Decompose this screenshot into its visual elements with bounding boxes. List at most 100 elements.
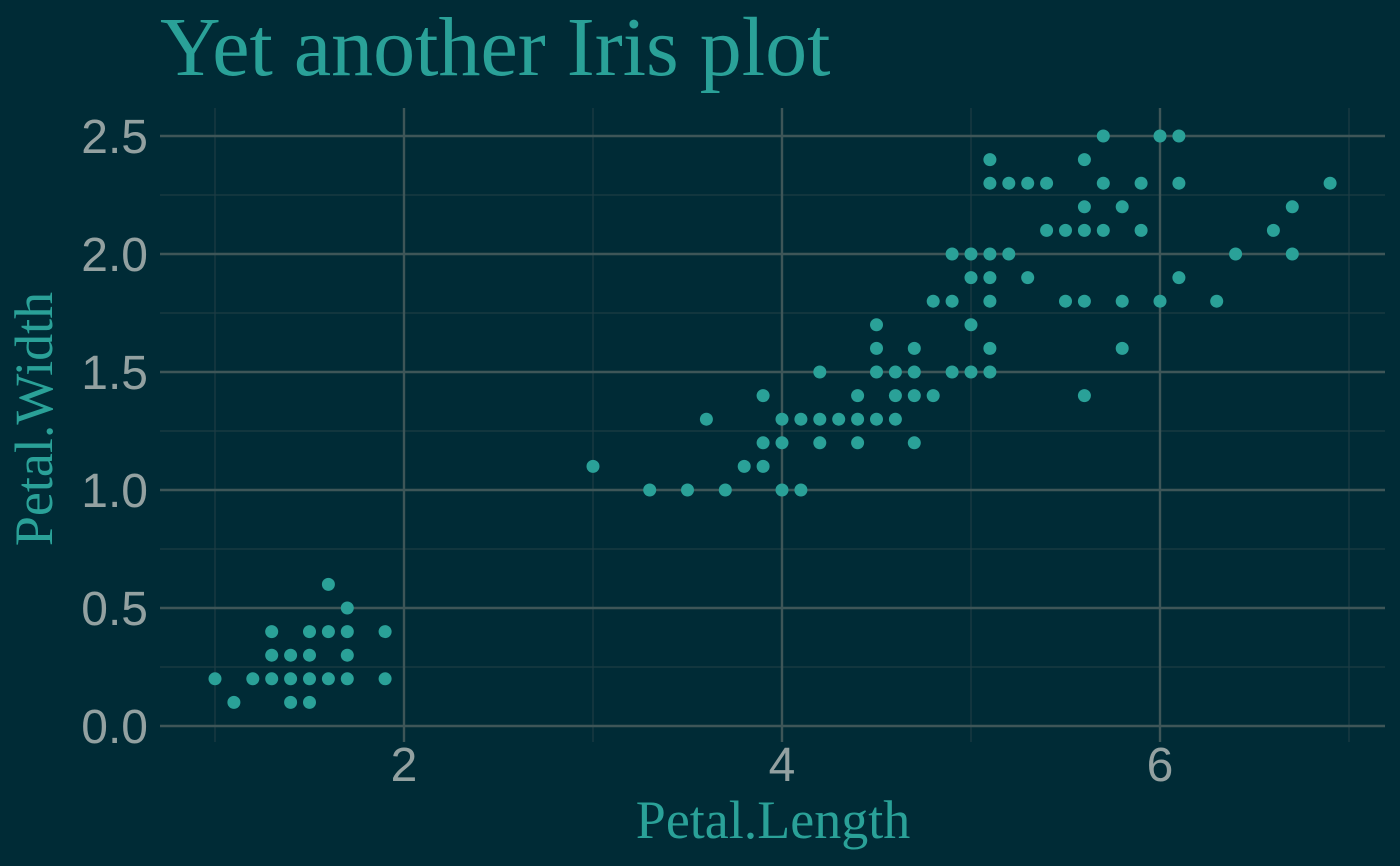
scatter-point [1172, 271, 1186, 285]
scatter-point [794, 412, 808, 426]
scatter-point [321, 672, 335, 686]
scatter-point [964, 271, 978, 285]
scatter-point [983, 365, 997, 379]
scatter-point [227, 695, 241, 709]
scatter-point [265, 672, 279, 686]
x-tick-label: 4 [769, 739, 796, 792]
scatter-point [1229, 247, 1243, 261]
scatter-point [340, 625, 354, 639]
scatter-point [321, 625, 335, 639]
scatter-point [907, 365, 921, 379]
scatter-point [983, 153, 997, 167]
scatter-point [775, 436, 789, 450]
scatter-point [983, 271, 997, 285]
scatter-point [813, 412, 827, 426]
scatter-point [775, 483, 789, 497]
scatter-point [378, 672, 392, 686]
scatter-point [1002, 247, 1016, 261]
scatter-point [756, 459, 770, 473]
scatter-point [870, 412, 883, 426]
scatter-point [926, 294, 940, 308]
scatter-point [1002, 176, 1016, 190]
scatter-point [1266, 223, 1280, 237]
scatter-point [851, 436, 865, 450]
scatter-point [1077, 294, 1091, 308]
y-tick-label: 1.0 [81, 465, 148, 518]
scatter-point [321, 577, 335, 591]
scatter-point [888, 389, 902, 403]
x-tick-label: 2 [391, 739, 418, 792]
major-gridlines [160, 108, 1385, 742]
scatter-point [586, 459, 600, 473]
scatter-point [926, 389, 940, 403]
scatter-point [888, 365, 902, 379]
scatter-point [983, 176, 997, 190]
scatter-point [907, 389, 921, 403]
scatter-point [756, 436, 770, 450]
minor-gridlines [160, 108, 1385, 742]
scatter-point [378, 625, 392, 639]
scatter-point [1077, 153, 1091, 167]
scatter-point [699, 412, 713, 426]
scatter-point [756, 389, 770, 403]
scatter-point [681, 483, 694, 497]
scatter-point [1021, 176, 1035, 190]
scatter-point [964, 365, 978, 379]
scatter-point [1285, 247, 1299, 261]
y-tick-label: 0.0 [81, 701, 148, 754]
scatter-point [945, 365, 959, 379]
scatter-point [832, 412, 846, 426]
scatter-point [983, 294, 997, 308]
scatter-point [1115, 294, 1129, 308]
scatter-point [1115, 341, 1129, 355]
scatter-point [303, 625, 316, 639]
scatter-point [1059, 223, 1072, 237]
x-axis-tick-labels: 2 4 6 [391, 739, 1174, 792]
scatter-point [870, 318, 883, 332]
scatter-point [813, 365, 827, 379]
x-tick-label: 6 [1147, 739, 1174, 792]
scatter-point [1134, 223, 1148, 237]
scatter-point [265, 648, 279, 662]
scatter-point [851, 412, 865, 426]
y-tick-label: 1.5 [81, 347, 148, 400]
scatter-point [1153, 294, 1167, 308]
scatter-point [1285, 200, 1299, 214]
scatter-point [284, 648, 298, 662]
scatter-point [813, 436, 827, 450]
scatter-point [340, 648, 354, 662]
scatter-point [945, 247, 959, 261]
scatter-point [303, 648, 316, 662]
scatter-point [1077, 389, 1091, 403]
scatter-point [888, 412, 902, 426]
scatter-point [1134, 176, 1148, 190]
y-tick-label: 2.0 [81, 229, 148, 282]
data-points [208, 129, 1337, 709]
scatter-point [964, 247, 978, 261]
scatter-point [945, 294, 959, 308]
y-axis-tick-labels: 0.0 0.5 1.0 1.5 2.0 2.5 [81, 111, 148, 754]
scatter-point [737, 459, 751, 473]
scatter-point [1040, 223, 1054, 237]
y-axis-title: Petal.Width [4, 292, 64, 546]
scatter-point [870, 341, 883, 355]
scatter-point [246, 672, 260, 686]
y-tick-label: 2.5 [81, 111, 148, 164]
scatter-point [1153, 129, 1167, 143]
scatter-point [1210, 294, 1224, 308]
scatter-point [1077, 200, 1091, 214]
scatter-point [340, 601, 354, 615]
scatter-point [303, 695, 316, 709]
scatter-point [340, 672, 354, 686]
scatter-point [983, 341, 997, 355]
scatter-point [1021, 271, 1035, 285]
scatter-point [1172, 129, 1186, 143]
scatter-point [1115, 200, 1129, 214]
scatter-point [870, 365, 883, 379]
scatter-point [643, 483, 657, 497]
scatter-point [303, 672, 316, 686]
scatter-point [284, 672, 298, 686]
scatter-point [208, 672, 222, 686]
scatter-point [718, 483, 732, 497]
